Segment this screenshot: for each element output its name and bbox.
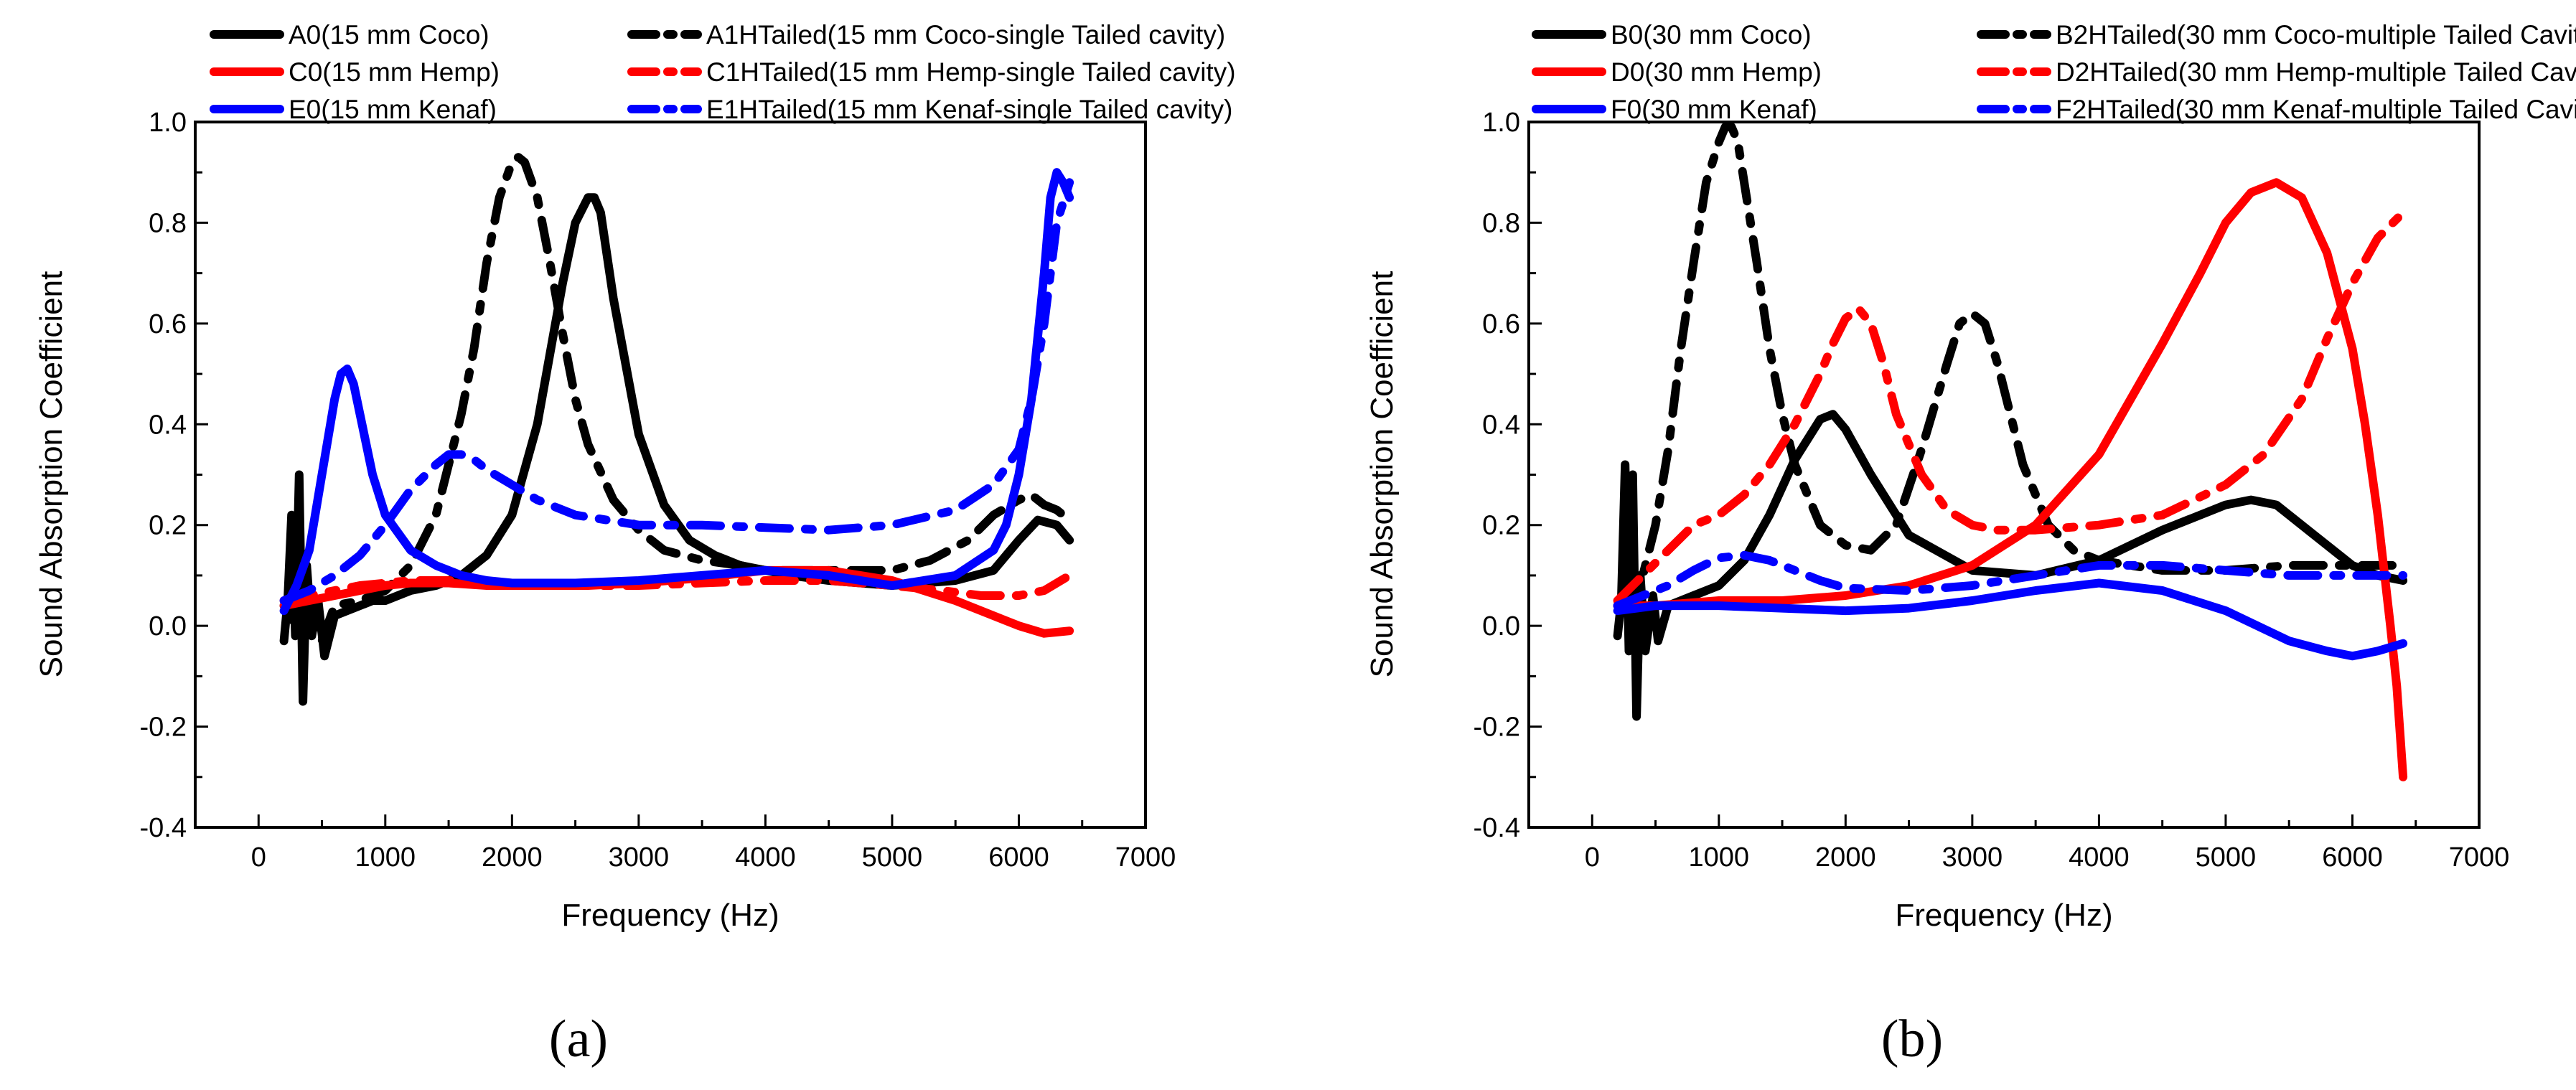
panel-b-y-tick-label: 0.4 <box>1482 410 1520 440</box>
panel-a-y-tick-label: -0.4 <box>140 813 187 843</box>
panel-b-y-tick-label: 0.8 <box>1482 208 1520 238</box>
panel-a-caption: (a) <box>549 1010 608 1068</box>
panel-b-x-tick-label: 6000 <box>2322 842 2383 873</box>
panel-b-series-line-2 <box>1613 178 2408 781</box>
panel-a-y-tick-label: 0.4 <box>149 410 187 440</box>
panel-a-y-tick-label: 0.6 <box>149 309 187 339</box>
panel-b-y-axis-title: Sound Absorption Coefficient <box>1364 271 1400 678</box>
panel-a-x-tick-label: 2000 <box>482 842 543 873</box>
panel-b-y-tick-label: 0.6 <box>1482 309 1520 339</box>
panel-b-chart: 0 1000 2000 3000 4000 5000 6000 7000 -0.4 -0.2 0.0… <box>1364 20 2576 1068</box>
panel-b-legend-label-4: F0(30 mm Kenaf) <box>1611 95 1817 124</box>
panel-a-series-line-5 <box>279 178 1074 605</box>
panel-a-legend-label-2: C0(15 mm Hemp) <box>289 57 500 87</box>
panel-a-x-axis-title: Frequency (Hz) <box>561 898 779 933</box>
panel-a-x-tick-label: 3000 <box>609 842 670 873</box>
panel-b-legend-label-3: D2HTailed(30 mm Hemp-multiple Tailed Cav… <box>2056 57 2576 87</box>
panel-b-caption: (b) <box>1881 1010 1943 1068</box>
panel-a-series-lines <box>279 153 1074 706</box>
panel-b-y-tick-label: 1.0 <box>1482 108 1520 138</box>
panel-a-y-tick-label: 0.0 <box>149 611 187 642</box>
panel-b-legend: B0(30 mm Coco) D0(30 mm Hemp) F0(30 mm Ken… <box>1532 20 2576 124</box>
panel-b-x-tick-label: 1000 <box>1689 842 1750 873</box>
panel-b-legend-label-0: B0(30 mm Coco) <box>1611 20 1812 50</box>
panel-b-series-line-0 <box>1613 410 2408 721</box>
panel-b-y-tick-label: 0.2 <box>1482 511 1520 541</box>
panel-b-y-tick-label: -0.2 <box>1474 713 1520 743</box>
panel-b-series-line-5 <box>1613 550 2408 611</box>
panel-a-legend-label-0: A0(15 mm Coco) <box>289 20 490 50</box>
panel-a-series-line-4 <box>279 168 1074 616</box>
panel-b-plot-frame <box>1527 121 2481 829</box>
panel-a-legend-label-4: E0(15 mm Kenaf) <box>289 95 497 124</box>
panel-a-x-tick-label: 0 <box>251 842 266 873</box>
panel-a-x-tick-label: 1000 <box>355 842 416 873</box>
panel-b-x-tick-label: 0 <box>1585 842 1600 873</box>
panel-b-legend-label-5: F2HTailed(30 mm Kenaf-multiple Tailed Ca… <box>2056 95 2576 124</box>
panel-a-y-tick-label: 0.8 <box>149 208 187 238</box>
panel-a-y-axis-title: Sound Absorption Coefficient <box>34 271 69 678</box>
panel-a-chart: 0 1000 2000 3000 4000 5000 6000 7000 -0.4 -0.2 0.0… <box>34 20 1236 1068</box>
panel-a-x-tick-label: 7000 <box>1115 842 1176 873</box>
panel-a-ticks: 0 1000 2000 3000 4000 5000 6000 7000 -0.4 -0.2 0.0… <box>140 108 1176 873</box>
panel-b-series-lines <box>1613 123 2408 781</box>
panel-b-x-tick-label: 2000 <box>1815 842 1876 873</box>
panel-b-ticks: 0 1000 2000 3000 4000 5000 6000 7000 -0.4 -0.2 0.0… <box>1474 108 2510 873</box>
panel-b-x-tick-label: 3000 <box>1942 842 2003 873</box>
panel-b-series-line-3 <box>1613 208 2408 605</box>
panel-a-y-tick-label: -0.2 <box>140 713 187 743</box>
panel-a-series-line-0 <box>279 193 1074 706</box>
panel-a-legend-label-1: A1HTailed(15 mm Coco-single Tailed cavit… <box>706 20 1225 50</box>
panel-a-legend: A0(15 mm Coco) C0(15 mm Hemp) E0(15 mm Ken… <box>210 20 1236 124</box>
panel-a-series-line-1 <box>279 153 1074 646</box>
panel-a-x-tick-label: 4000 <box>735 842 796 873</box>
panel-b-x-tick-label: 7000 <box>2449 842 2510 873</box>
panel-a-series-line-3 <box>279 570 1074 605</box>
panel-a-x-tick-label: 6000 <box>988 842 1049 873</box>
panel-b-y-tick-label: -0.4 <box>1474 813 1520 843</box>
panel-b-series-line-1 <box>1613 123 2408 611</box>
panel-b-x-axis-title: Frequency (Hz) <box>1895 898 2112 933</box>
panel-b-series-line-4 <box>1613 578 2408 661</box>
panel-b-x-tick-label: 4000 <box>2069 842 2130 873</box>
panel-a-legend-label-3: C1HTailed(15 mm Hemp-single Tailed cavit… <box>706 57 1236 87</box>
panel-a-y-tick-label: 1.0 <box>149 108 187 138</box>
panel-a-y-tick-label: 0.2 <box>149 511 187 541</box>
panel-b-x-tick-label: 5000 <box>2196 842 2257 873</box>
panel-a-legend-label-5: E1HTailed(15 mm Kenaf-single Tailed cavi… <box>706 95 1232 124</box>
panel-b-y-tick-label: 0.0 <box>1482 611 1520 642</box>
panel-b-legend-label-2: D0(30 mm Hemp) <box>1611 57 1822 87</box>
panel-a-x-tick-label: 5000 <box>862 842 923 873</box>
panel-b-legend-label-1: B2HTailed(30 mm Coco-multiple Tailed Cav… <box>2056 20 2576 50</box>
